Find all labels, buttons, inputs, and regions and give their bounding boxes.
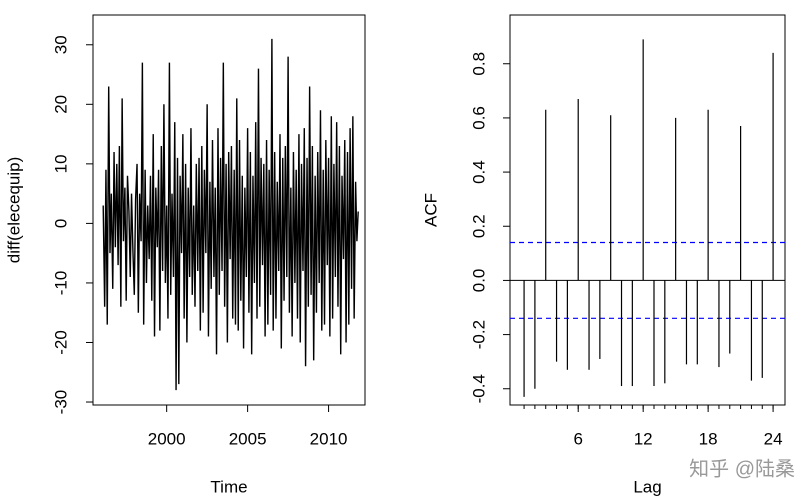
x-tick-label: 18 bbox=[699, 429, 718, 448]
y-tick-label: 30 bbox=[51, 35, 70, 54]
y-tick-label: 0.6 bbox=[469, 106, 488, 130]
y-tick-label: 20 bbox=[51, 95, 70, 114]
y-tick-label: -20 bbox=[51, 330, 70, 355]
x-axis-title: Time bbox=[210, 477, 247, 496]
plot-frame bbox=[509, 14, 786, 406]
y-tick-label: 0.8 bbox=[469, 52, 488, 76]
y-axis-title: ACF bbox=[421, 193, 440, 227]
x-axis-title: Lag bbox=[633, 477, 661, 496]
y-tick-label: 0 bbox=[51, 219, 70, 228]
series-line bbox=[102, 38, 359, 391]
y-tick-label: 0.4 bbox=[469, 160, 488, 184]
x-tick-label: 6 bbox=[573, 429, 582, 448]
y-tick-label: 10 bbox=[51, 154, 70, 173]
y-tick-label: 0.2 bbox=[469, 214, 488, 238]
y-tick-label: -10 bbox=[51, 271, 70, 296]
y-tick-label: -30 bbox=[51, 390, 70, 415]
x-tick-label: 2010 bbox=[310, 429, 348, 448]
x-tick-label: 2000 bbox=[148, 429, 186, 448]
x-tick-label: 24 bbox=[764, 429, 783, 448]
y-tick-label: -0.2 bbox=[469, 320, 488, 349]
watermark: 知乎 @陆桑 bbox=[689, 457, 795, 480]
x-tick-label: 12 bbox=[634, 429, 653, 448]
x-tick-label: 2005 bbox=[229, 429, 267, 448]
y-tick-label: 0.0 bbox=[469, 269, 488, 293]
y-tick-label: -0.4 bbox=[469, 374, 488, 403]
y-axis-title: diff(elecequip) bbox=[4, 157, 23, 263]
